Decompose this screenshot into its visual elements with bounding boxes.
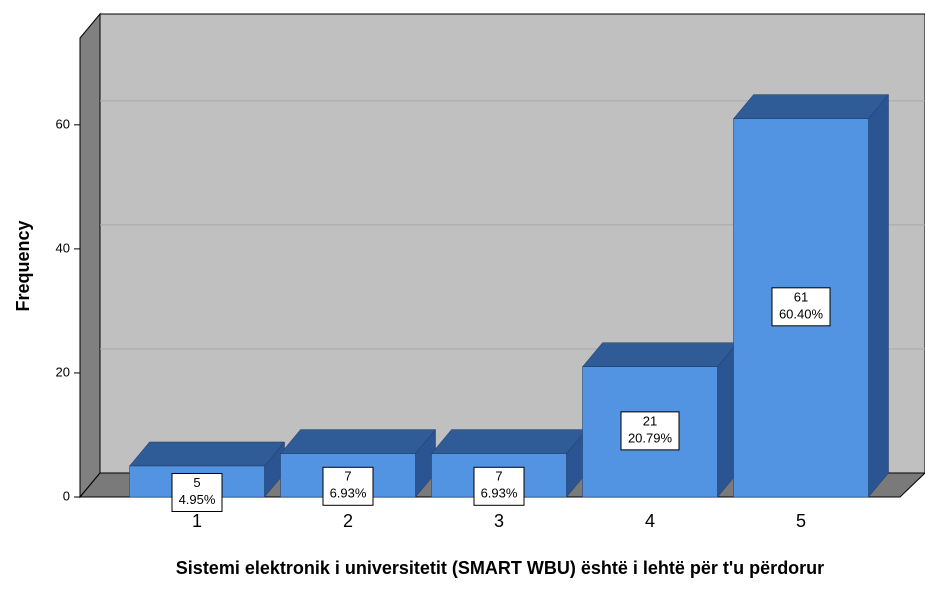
data-label-percent: 60.40% bbox=[779, 306, 824, 321]
data-label: 7 6.93% bbox=[322, 466, 374, 506]
data-label-box bbox=[620, 411, 680, 451]
data-label-count: 61 bbox=[794, 289, 808, 304]
data-label: 61 60.40% bbox=[771, 287, 831, 327]
data-label-percent: 4.95% bbox=[179, 492, 216, 507]
bar-top bbox=[581, 342, 739, 367]
y-tick-label: 0 bbox=[63, 488, 70, 503]
data-label-percent: 6.93% bbox=[481, 486, 518, 501]
data-label-percent: 20.79% bbox=[628, 430, 673, 445]
bar bbox=[279, 428, 437, 498]
y-tick-label: 40 bbox=[56, 240, 70, 255]
left-wall bbox=[79, 12, 101, 499]
data-label: 21 20.79% bbox=[620, 411, 680, 451]
bar bbox=[581, 342, 739, 498]
x-axis-title: Sistemi elektronik i universitetit (SMAR… bbox=[175, 558, 825, 578]
x-tick-label: 1 bbox=[192, 511, 202, 531]
y-axis-title: Frequency bbox=[13, 220, 33, 311]
data-label: 5 4.95% bbox=[171, 472, 223, 512]
x-tick-label: 3 bbox=[494, 511, 504, 531]
bar-side bbox=[868, 93, 889, 498]
bar-top bbox=[128, 441, 286, 467]
bar-top bbox=[732, 94, 890, 119]
data-label-percent: 6.93% bbox=[330, 486, 367, 501]
x-tick-label: 2 bbox=[343, 511, 353, 531]
x-tick-label: 5 bbox=[796, 511, 806, 531]
data-label: 7 6.93% bbox=[473, 466, 525, 506]
x-tick-label: 4 bbox=[645, 511, 655, 531]
data-label-box bbox=[322, 466, 374, 506]
data-label-count: 7 bbox=[495, 469, 502, 484]
data-label-box bbox=[473, 466, 525, 506]
data-label-box bbox=[771, 287, 831, 327]
bar-top bbox=[430, 429, 588, 454]
y-tick-label: 60 bbox=[56, 116, 70, 131]
data-label-count: 7 bbox=[344, 469, 351, 484]
y-tick-label: 20 bbox=[56, 364, 70, 379]
data-label-box bbox=[171, 472, 223, 512]
data-label-count: 21 bbox=[643, 413, 657, 428]
bar-top bbox=[279, 429, 437, 454]
data-label-count: 5 bbox=[193, 475, 200, 490]
